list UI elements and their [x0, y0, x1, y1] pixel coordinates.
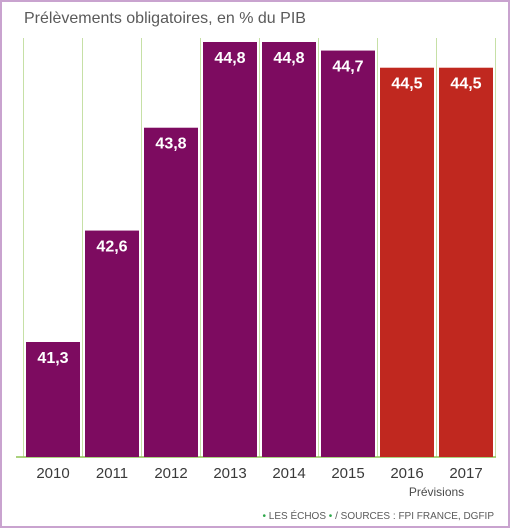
- chart-title: Prélèvements obligatoires, en % du PIB: [24, 10, 306, 27]
- forecast-label: Prévisions: [409, 485, 464, 499]
- x-tick-2011: 2011: [96, 465, 128, 482]
- x-tick-2013: 2013: [213, 465, 246, 482]
- bar-2016: [380, 67, 434, 457]
- x-tick-2010: 2010: [36, 465, 69, 482]
- bar-2012: [144, 127, 198, 457]
- footer-sources: / SOURCES : FPI FRANCE, DGFIP: [335, 511, 494, 522]
- data-label-2011: 42,6: [96, 239, 127, 256]
- data-label-2015: 44,7: [332, 59, 363, 76]
- footer-brand: LES ÉCHOS: [268, 511, 327, 522]
- chart-footer: • LES ÉCHOS • / SOURCES : FPI FRANCE, DG…: [262, 511, 494, 522]
- footer-dot-2: •: [328, 511, 333, 522]
- data-label-2010: 41,3: [37, 350, 68, 367]
- footer-dot: •: [262, 511, 266, 522]
- bar-2015: [321, 50, 375, 457]
- x-tick-2016: 2016: [390, 465, 423, 482]
- x-tick-2014: 2014: [272, 465, 305, 482]
- bar-2010: [26, 342, 80, 457]
- bar-2011: [85, 230, 139, 457]
- data-label-2013: 44,8: [214, 50, 245, 67]
- data-label-2012: 43,8: [155, 136, 186, 153]
- data-label-2016: 44,5: [391, 76, 422, 93]
- x-tick-2017: 2017: [449, 465, 482, 482]
- data-label-2014: 44,8: [273, 50, 304, 67]
- bar-2017: [439, 67, 493, 457]
- x-tick-2015: 2015: [331, 465, 364, 482]
- data-label-2017: 44,5: [450, 76, 481, 93]
- bar-2013: [203, 42, 257, 457]
- x-tick-2012: 2012: [154, 465, 187, 482]
- bar-2014: [262, 42, 316, 457]
